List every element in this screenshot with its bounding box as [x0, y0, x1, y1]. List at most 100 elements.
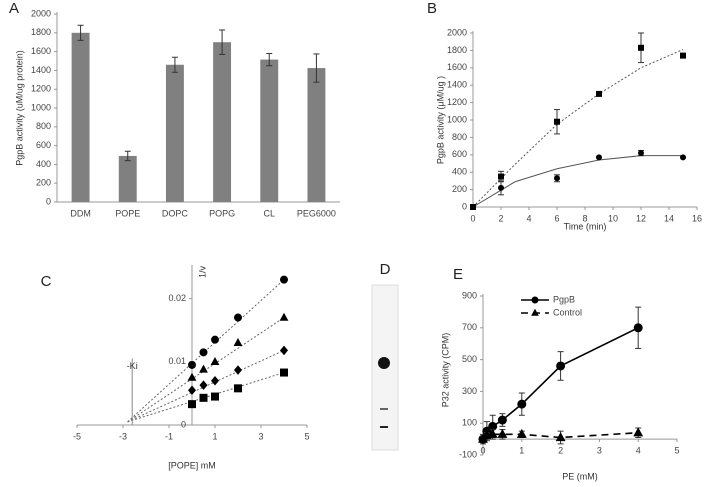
bar [260, 59, 279, 203]
legend-label: Control [553, 307, 582, 317]
marker [279, 312, 289, 321]
y-tick-label: 2000 [447, 27, 467, 37]
marker [633, 323, 643, 333]
marker [280, 275, 288, 284]
marker [234, 384, 242, 393]
x-tick-label: 16 [692, 213, 702, 223]
marker [633, 427, 644, 437]
bar [71, 32, 90, 202]
marker [498, 173, 504, 180]
marker [487, 428, 498, 438]
x-tick-label: CL [263, 208, 275, 218]
y-tick-label: 600 [452, 149, 467, 159]
x-tick-label: POPG [209, 208, 235, 218]
marker [210, 357, 220, 365]
bar [165, 64, 184, 202]
marker [554, 118, 560, 125]
y-tick-label: 2000 [31, 8, 51, 18]
marker [556, 361, 566, 371]
marker [488, 421, 498, 431]
x-tick-label: 0 [480, 445, 485, 455]
y-tick-label: 200 [36, 178, 51, 188]
marker [233, 338, 243, 347]
panel-label: D [380, 261, 391, 278]
marker [498, 184, 504, 191]
panel-label: E [453, 266, 463, 283]
x-tick-label: DOPC [162, 208, 189, 218]
x-tick-label: 1 [212, 431, 217, 441]
y-tick-label: 400 [36, 159, 51, 169]
gel-band [380, 426, 388, 428]
marker [199, 380, 208, 390]
marker [211, 375, 219, 386]
marker [680, 52, 686, 59]
legend-label: PgpB [553, 294, 575, 304]
gel-band [378, 357, 390, 369]
y-tick-label: 1200 [447, 97, 467, 107]
fit-line [472, 49, 684, 208]
x-tick-label: 14 [664, 213, 674, 223]
x-tick-label: 3 [258, 431, 263, 441]
bar [118, 155, 137, 202]
y-tick-label: 0 [46, 196, 51, 206]
panel-label: B [427, 0, 437, 17]
marker [516, 428, 527, 438]
y-tick-label: 1800 [31, 27, 51, 37]
y-tick-label: 1400 [447, 80, 467, 90]
marker [638, 44, 644, 51]
x-tick-label: 4 [636, 445, 641, 455]
marker [211, 335, 219, 344]
gel-image [371, 284, 399, 451]
y-tick-label: 800 [36, 121, 51, 131]
x-tick-label: 5 [304, 431, 309, 441]
y-tick-label: 100 [462, 418, 477, 428]
series-line [482, 327, 639, 440]
y-axis-label: PgpB activity (μM/ug ) [435, 76, 445, 164]
y-tick-label: 700 [462, 322, 477, 332]
marker [188, 360, 196, 369]
marker [470, 204, 476, 210]
fit-line [472, 155, 683, 208]
marker [234, 365, 242, 375]
marker [497, 428, 508, 438]
y-tick-label: 600 [36, 140, 51, 150]
marker [199, 393, 208, 402]
y-tick-label: 800 [452, 132, 467, 142]
marker [199, 364, 208, 373]
y-tick-label: 900 [462, 290, 477, 300]
y-tick-label: 1800 [447, 45, 467, 55]
y-tick-label: 1600 [31, 46, 51, 56]
marker [680, 154, 686, 161]
bar [307, 68, 326, 202]
y-tick-label: 0.02 [168, 293, 186, 303]
x-tick-label: 4 [526, 213, 531, 223]
marker [280, 345, 288, 356]
y-tick-label: 0.01 [168, 356, 186, 366]
marker [517, 399, 527, 409]
x-tick-label: 0 [470, 213, 475, 223]
x-tick-label: DDM [70, 208, 91, 218]
y-tick-label: 200 [452, 184, 467, 194]
marker [596, 154, 602, 161]
y-tick-label: 1000 [447, 114, 467, 124]
marker [211, 392, 219, 401]
x-tick-label: 6 [554, 213, 559, 223]
y-axis-label: P32 activity (CPM) [440, 333, 450, 408]
y-tick-label: 1000 [31, 102, 51, 112]
bar [213, 42, 232, 203]
x-tick-label: 2 [558, 445, 563, 455]
marker [554, 175, 560, 182]
y-tick-label: 300 [462, 386, 477, 396]
marker [188, 400, 196, 409]
x-tick-label: 1 [519, 445, 524, 455]
x-axis-label: PE (mM) [562, 471, 598, 481]
panel-label: A [9, 0, 19, 17]
y-tick-label: -100 [459, 449, 477, 459]
panel-label: C [41, 273, 52, 290]
gel-band [380, 408, 388, 410]
y-tick-label: 500 [462, 354, 477, 364]
x-tick-label: 10 [608, 213, 618, 223]
x-axis-label: Time (min) [564, 221, 607, 231]
x-tick-label: 3 [597, 445, 602, 455]
